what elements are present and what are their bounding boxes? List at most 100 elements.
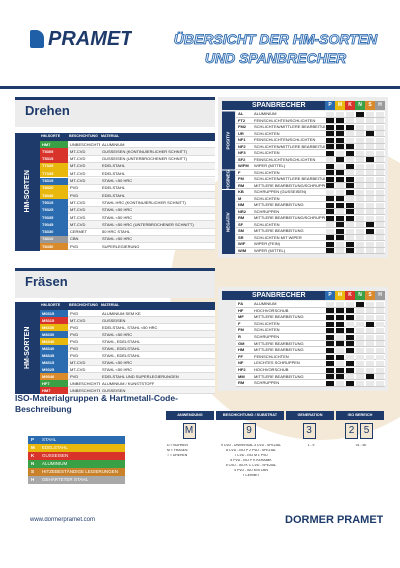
description-cell: SCHLICHTEN MIT WIPER bbox=[254, 234, 302, 240]
coating-cell: CBN bbox=[70, 236, 79, 242]
row-bg bbox=[236, 202, 385, 209]
description-cell: SCHLICHTEN bbox=[254, 221, 280, 227]
coating-cell: MT-CVD bbox=[70, 207, 86, 213]
suitability-mark bbox=[326, 144, 334, 150]
description-cell: MITTLERE BEARBEITUNG bbox=[254, 228, 304, 233]
row-bg bbox=[68, 373, 215, 380]
row-bg bbox=[236, 182, 385, 189]
suitability-mark bbox=[336, 196, 344, 202]
grade-cell: T7335 bbox=[40, 170, 68, 178]
suitability-mark bbox=[356, 222, 364, 228]
row-bg bbox=[236, 143, 385, 150]
suitability-mark bbox=[366, 228, 374, 234]
suitability-mark bbox=[356, 328, 364, 334]
suitability-mark bbox=[336, 215, 344, 221]
iso-name: GUSSEISEN bbox=[42, 452, 69, 458]
grade-cell: T8315 bbox=[40, 177, 68, 185]
suitability-mark bbox=[336, 124, 344, 130]
grade-cell: T9345 bbox=[40, 221, 68, 229]
material-cell: 50 HRC STAHL bbox=[102, 229, 130, 235]
logo: PRAMET bbox=[48, 28, 133, 50]
suitability-mark bbox=[336, 321, 344, 327]
suitability-mark bbox=[336, 150, 344, 156]
suitability-mark bbox=[336, 202, 344, 208]
suitability-mark bbox=[356, 348, 364, 353]
suitability-mark bbox=[336, 381, 344, 386]
suitability-mark bbox=[336, 241, 344, 247]
coating-cell: PVD bbox=[70, 352, 79, 358]
suitability-mark bbox=[346, 315, 354, 320]
description-cell: FEINSCHLICHTEN/SCHLICHTEN bbox=[254, 117, 316, 123]
suitability-mark bbox=[326, 183, 334, 189]
suitability-mark bbox=[336, 176, 344, 182]
iso-name: GEHÄRTETER STAHL bbox=[42, 476, 89, 482]
row-bg bbox=[68, 366, 215, 373]
suitability-mark bbox=[346, 361, 354, 367]
iso-code: N bbox=[31, 460, 35, 466]
description-cell: SCHRUPPEN bbox=[254, 334, 280, 339]
grade-cell: M6330 bbox=[40, 324, 68, 331]
grade-cell: T9325 bbox=[40, 206, 68, 214]
row-bg bbox=[236, 195, 385, 202]
code-line: D = BOHREN bbox=[167, 444, 188, 447]
suitability-mark bbox=[346, 222, 354, 228]
code-cell: FM bbox=[238, 176, 244, 181]
row-bg bbox=[236, 221, 385, 228]
table-header: SPANBRECHER bbox=[222, 291, 325, 300]
suitability-mark bbox=[356, 157, 364, 163]
suitability-mark bbox=[326, 308, 334, 314]
row-bg bbox=[236, 247, 385, 254]
grade-cell: T8340 bbox=[40, 192, 68, 200]
grade-cell: HM7 bbox=[40, 387, 68, 394]
coating-cell: MT-CVD bbox=[70, 359, 86, 365]
suitability-mark bbox=[346, 137, 354, 143]
group-label: NEGATIV bbox=[222, 189, 235, 254]
row-bg bbox=[236, 169, 385, 176]
suitability-mark bbox=[366, 215, 374, 221]
iso-code: P bbox=[31, 436, 35, 442]
suitability-mark bbox=[346, 308, 354, 314]
suitability-mark bbox=[366, 144, 374, 150]
suitability-mark bbox=[376, 241, 384, 247]
material-cell: ALUMINIUM SEM KE bbox=[102, 310, 141, 316]
suitability-mark bbox=[366, 150, 374, 156]
description-cell: SCHLICHTEN bbox=[254, 327, 280, 333]
suitability-mark bbox=[326, 176, 334, 182]
coating-cell: PVD bbox=[70, 192, 79, 198]
suitability-mark bbox=[376, 334, 384, 340]
suitability-mark bbox=[346, 189, 354, 195]
suitability-mark bbox=[366, 241, 374, 247]
side-label: HM-SORTEN bbox=[24, 170, 31, 213]
suitability-mark bbox=[366, 124, 374, 130]
code-cell: FT2 bbox=[238, 117, 246, 123]
suitability-mark bbox=[356, 150, 364, 156]
suitability-mark bbox=[326, 241, 334, 247]
suitability-mark bbox=[346, 150, 354, 156]
suitability-mark bbox=[366, 209, 374, 215]
side-label-bg bbox=[15, 302, 40, 394]
description-cell: SCHRUPPEN bbox=[254, 380, 280, 386]
material-cell: STAHL, EDELSTAHL bbox=[102, 338, 140, 344]
suitability-mark bbox=[376, 228, 384, 234]
suitability-mark bbox=[356, 202, 364, 208]
row-bg bbox=[68, 170, 215, 178]
description-cell: WIPER (FEIN) bbox=[254, 241, 280, 246]
suitability-mark bbox=[346, 301, 354, 307]
code-line: T = DREHEN bbox=[167, 454, 188, 457]
row-bg bbox=[236, 314, 385, 321]
suitability-mark bbox=[346, 321, 354, 327]
suitability-mark bbox=[346, 241, 354, 247]
suitability-mark bbox=[366, 334, 374, 340]
description-cell: SCHRUPPEN bbox=[254, 208, 280, 214]
material-cell: GUSSEISEN (KONTINUIERLICHER SCHNITT) bbox=[102, 148, 187, 154]
suitability-mark bbox=[356, 374, 364, 380]
coating-cell: UNBESCHICHTET bbox=[70, 141, 100, 147]
code-box: 3 bbox=[302, 423, 316, 439]
suitability-mark bbox=[336, 163, 344, 169]
side-label: HM-SORTEN bbox=[24, 326, 31, 370]
material-cell: STAHL <50 HRC bbox=[102, 359, 133, 365]
suitability-mark bbox=[356, 170, 364, 176]
suitability-mark bbox=[336, 308, 344, 314]
grade-cell: M8330 bbox=[40, 331, 68, 338]
material-cell: STAHL, EDELSTAHL bbox=[102, 352, 140, 358]
